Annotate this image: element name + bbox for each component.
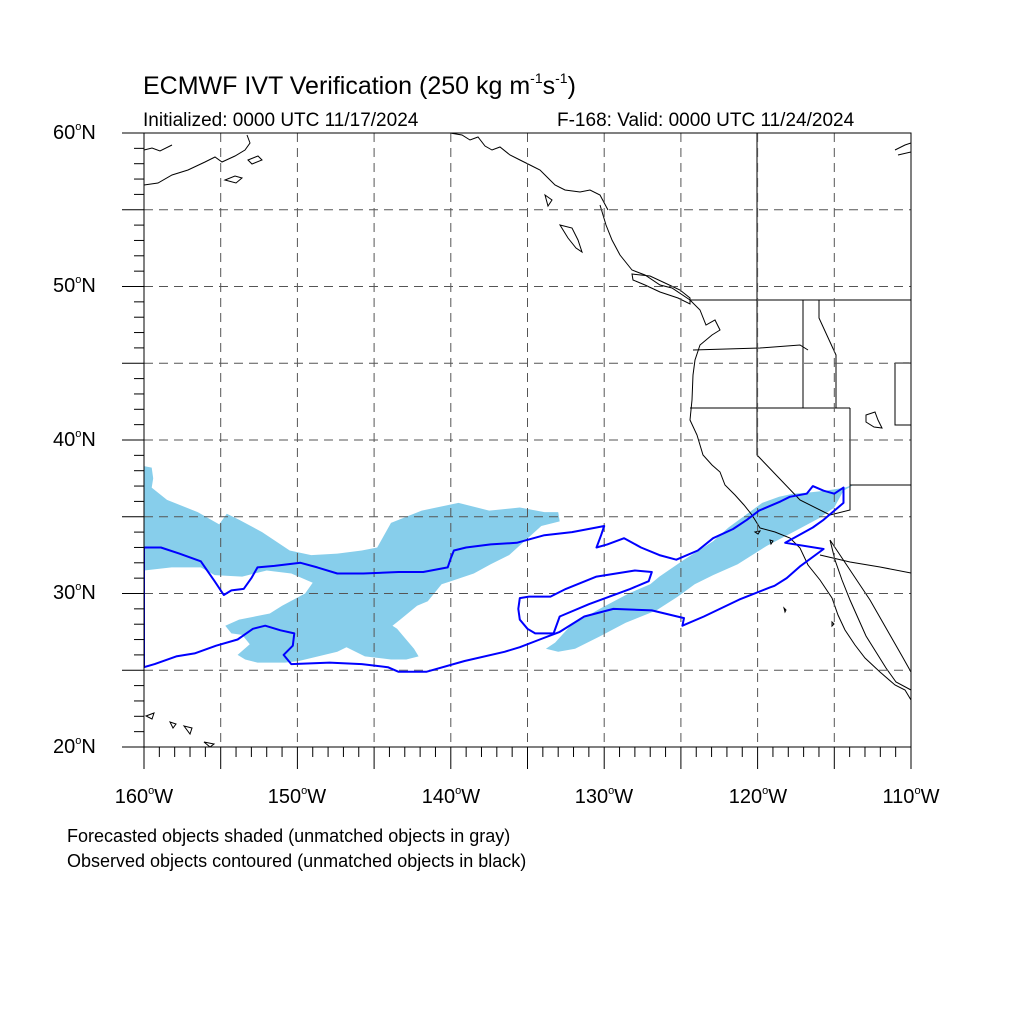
forecast-note: Forecasted objects shaded (unmatched obj… xyxy=(67,826,511,846)
chart-title: ECMWF IVT Verification (250 kg m-1s-1) xyxy=(143,70,576,100)
lon-label-160w: 160oW xyxy=(114,785,174,809)
lon-label-120w: 120oW xyxy=(728,785,788,809)
lat-label-40n: 40oN xyxy=(53,428,96,452)
gulf-of-california-coast xyxy=(829,539,911,691)
lakes xyxy=(865,411,883,429)
initialized-time: Initialized: 0000 UTC 11/17/2024 xyxy=(143,110,419,131)
lon-label-150w: 150oW xyxy=(267,785,327,809)
lat-label-30n: 30oN xyxy=(53,581,96,605)
lat-label-50n: 50oN xyxy=(53,274,96,298)
observed-objects xyxy=(144,485,845,673)
observed-contour-2 xyxy=(517,569,653,635)
lat-lon-grid xyxy=(144,133,911,747)
lon-label-140w: 140oW xyxy=(421,785,481,809)
lat-label-60n: 60oN xyxy=(53,121,96,145)
observed-note: Observed objects contoured (unmatched ob… xyxy=(67,851,527,871)
valid-time: F-168: Valid: 0000 UTC 11/24/2024 xyxy=(557,110,855,131)
forecast-object-1 xyxy=(144,466,560,663)
coastlines-and-borders xyxy=(144,133,911,747)
axis-ticks xyxy=(122,132,912,769)
lon-label-110w: 110oW xyxy=(882,785,940,809)
west-coast xyxy=(599,204,911,701)
hawaii-islands xyxy=(144,712,216,747)
lat-label-20n: 20oN xyxy=(53,735,96,759)
channel-islands xyxy=(753,530,835,628)
lon-label-130w: 130oW xyxy=(574,785,634,809)
vancouver-island xyxy=(631,273,691,305)
alaska-islands xyxy=(223,142,911,254)
observed-contour-1 xyxy=(144,485,845,673)
alaska-coast xyxy=(144,133,609,211)
